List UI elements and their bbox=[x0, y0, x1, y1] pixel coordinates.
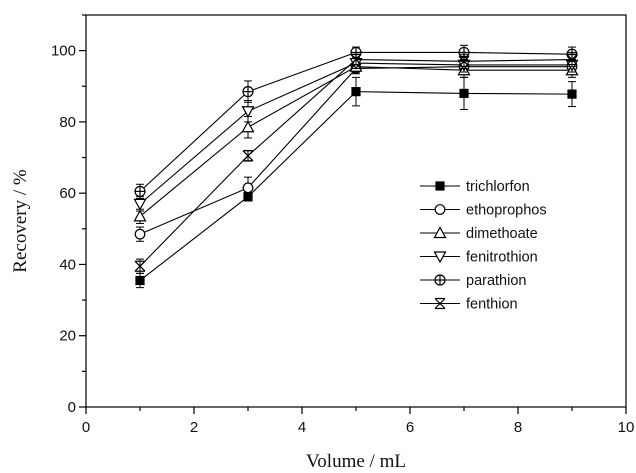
series-layer bbox=[133, 44, 579, 289]
legend-label: trichlorfon bbox=[466, 179, 530, 195]
data-point bbox=[458, 55, 470, 67]
marker bbox=[133, 209, 147, 222]
data-point bbox=[567, 89, 577, 99]
x-tick-label: 6 bbox=[406, 419, 414, 436]
marker bbox=[135, 275, 145, 286]
legend-label: fenitrothion bbox=[466, 250, 538, 266]
legend: trichlorfon ethoprophos dimethoate fenitrot… bbox=[420, 179, 547, 313]
data-point bbox=[241, 106, 255, 118]
marker bbox=[567, 89, 577, 99]
data-point bbox=[566, 53, 578, 66]
y-tick-label: 40 bbox=[59, 256, 76, 273]
marker bbox=[459, 88, 469, 99]
marker bbox=[434, 298, 446, 309]
marker bbox=[351, 87, 361, 97]
legend-item: dimethoate bbox=[420, 226, 538, 242]
data-point bbox=[134, 228, 146, 240]
legend-label: ethoprophos bbox=[466, 203, 547, 219]
x-axis-title: Volume / mL bbox=[306, 451, 406, 472]
legend-item: fenthion bbox=[420, 297, 518, 313]
data-point bbox=[242, 150, 254, 162]
y-axis-title: Recovery / % bbox=[10, 169, 31, 273]
data-point bbox=[134, 185, 146, 197]
legend-label: fenthion bbox=[466, 297, 518, 313]
marker bbox=[134, 228, 146, 240]
marker bbox=[458, 55, 470, 67]
marker bbox=[242, 150, 254, 162]
marker bbox=[134, 260, 146, 272]
data-point bbox=[459, 88, 469, 99]
marker bbox=[433, 251, 447, 264]
marker bbox=[435, 181, 445, 191]
legend-item: trichlorfon bbox=[420, 179, 530, 195]
x-tick-label: 10 bbox=[618, 419, 635, 436]
data-point bbox=[242, 182, 254, 194]
marker bbox=[241, 120, 255, 133]
legend-label: parathion bbox=[466, 273, 526, 289]
y-tick-label: 20 bbox=[59, 328, 76, 345]
marker bbox=[434, 204, 446, 215]
series-fenthion bbox=[134, 51, 578, 274]
x-tick-label: 2 bbox=[190, 419, 198, 436]
y-tick-label: 80 bbox=[59, 114, 76, 131]
marker bbox=[350, 54, 362, 65]
marker bbox=[242, 182, 254, 194]
data-point bbox=[135, 275, 145, 286]
legend-item: fenitrothion bbox=[420, 250, 538, 266]
marker bbox=[133, 198, 147, 211]
legend-item: parathion bbox=[420, 273, 526, 289]
x-axis: 0 2 4 6 8 10 bbox=[82, 407, 635, 436]
data-point bbox=[133, 198, 147, 211]
y-tick-label: 100 bbox=[51, 43, 76, 60]
marker bbox=[241, 106, 255, 118]
legend-label: dimethoate bbox=[466, 226, 538, 242]
data-point bbox=[242, 86, 254, 98]
data-point bbox=[241, 120, 255, 133]
data-point bbox=[350, 53, 362, 66]
y-tick-label: 60 bbox=[59, 185, 76, 202]
legend-item: ethoprophos bbox=[420, 203, 547, 219]
data-point bbox=[351, 87, 361, 97]
marker bbox=[566, 54, 578, 65]
y-tick-label: 0 bbox=[68, 399, 76, 416]
x-tick-label: 8 bbox=[514, 419, 522, 436]
data-point bbox=[133, 209, 147, 222]
x-tick-label: 4 bbox=[298, 419, 306, 436]
data-point bbox=[134, 260, 146, 272]
marker bbox=[433, 226, 447, 239]
x-tick-label: 0 bbox=[82, 419, 90, 436]
y-axis: 0 20 40 60 80 100 bbox=[51, 14, 86, 416]
